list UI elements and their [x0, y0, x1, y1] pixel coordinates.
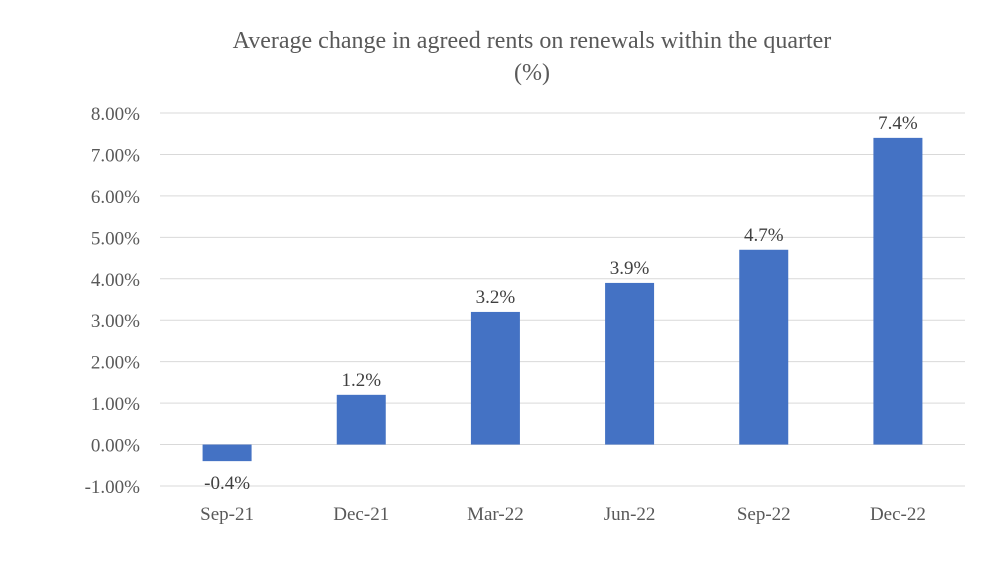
gridlines: [160, 112, 965, 487]
bars: [202, 137, 923, 462]
bar-sep-21: [202, 444, 252, 462]
y-tick-label: 4.00%: [91, 270, 140, 291]
data-label: 1.2%: [341, 370, 381, 391]
chart-title: Average change in agreed rents on renewa…: [233, 28, 832, 54]
y-tick-label: 0.00%: [91, 436, 140, 457]
x-tick-label: Jun-22: [604, 504, 656, 525]
y-tick-label: 1.00%: [91, 394, 140, 415]
data-label: 3.2%: [476, 287, 516, 308]
y-tick-label: 7.00%: [91, 145, 140, 166]
bar-dec-22: [873, 137, 923, 445]
data-label: 4.7%: [744, 225, 784, 246]
x-tick-label: Dec-21: [333, 504, 389, 525]
bar-jun-22: [605, 282, 655, 445]
x-tick-label: Sep-21: [200, 504, 254, 525]
x-tick-label: Mar-22: [467, 504, 524, 525]
data-label: -0.4%: [204, 473, 250, 494]
x-axis-tick-labels: Sep-21 Dec-21 Mar-22 Jun-22 Sep-22 Dec-22: [200, 504, 926, 525]
bar-sep-22: [739, 249, 789, 445]
bar-dec-21: [336, 394, 386, 445]
y-axis-tick-labels: -1.00% 0.00% 1.00% 2.00% 3.00% 4.00% 5.00% 6.00…: [85, 104, 141, 498]
y-tick-label: -1.00%: [85, 477, 141, 498]
y-tick-label: 2.00%: [91, 353, 140, 374]
x-tick-label: Sep-22: [737, 504, 791, 525]
y-tick-label: 6.00%: [91, 187, 140, 208]
bar-mar-22: [470, 311, 520, 445]
y-tick-label: 3.00%: [91, 311, 140, 332]
data-label: 7.4%: [878, 113, 918, 134]
chart-subtitle: (%): [514, 60, 550, 86]
data-labels: -0.4% 1.2% 3.2% 3.9% 4.7% 7.4%: [204, 113, 918, 494]
x-tick-label: Dec-22: [870, 504, 926, 525]
data-label: 3.9%: [610, 258, 650, 279]
y-tick-label: 5.00%: [91, 228, 140, 249]
y-tick-label: 8.00%: [91, 104, 140, 125]
